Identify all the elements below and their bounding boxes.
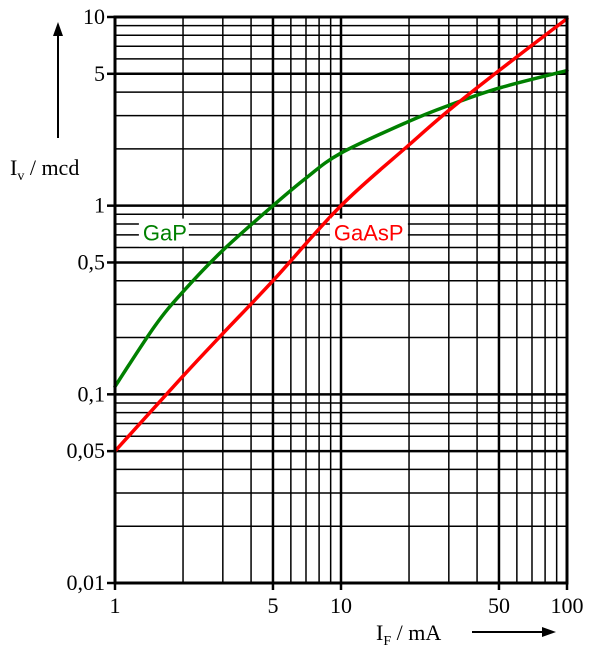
y-axis-arrow-head (53, 22, 63, 36)
y-tick-label: 10 (83, 4, 105, 29)
x-tick-labels: 1 5 10 50 100 (110, 583, 584, 618)
series-label-bg (329, 218, 408, 247)
y-tick-label: 0,05 (67, 438, 106, 463)
y-tick-label: 1 (94, 193, 105, 218)
series-labels: GaP GaAsP (138, 218, 408, 247)
y-tick-label: 0,01 (67, 570, 106, 595)
y-tick-label: 0,1 (78, 381, 106, 406)
series-label-gaasp: GaAsP (334, 221, 404, 246)
x-tick-label: 50 (488, 593, 510, 618)
series-line-gaasp (113, 16, 569, 453)
y-tick-label: 5 (94, 61, 105, 86)
x-axis-arrow-head (542, 627, 556, 637)
x-tick-label: 5 (267, 593, 278, 618)
y-tick-label: 0,5 (78, 249, 106, 274)
grid (115, 17, 567, 583)
x-tick-label: 10 (330, 593, 352, 618)
series-label-bg (138, 218, 189, 247)
x-tick-label: 100 (551, 593, 584, 618)
series-label-gap: GaP (143, 221, 187, 246)
y-tick-labels: 0,01 0,05 0,1 0,5 1 5 10 (67, 4, 115, 595)
series-layer (113, 16, 569, 453)
x-axis-label: IF / mA (376, 620, 441, 646)
y-axis-label: Iv / mcd (10, 155, 79, 184)
x-tick-label: 1 (110, 593, 121, 618)
